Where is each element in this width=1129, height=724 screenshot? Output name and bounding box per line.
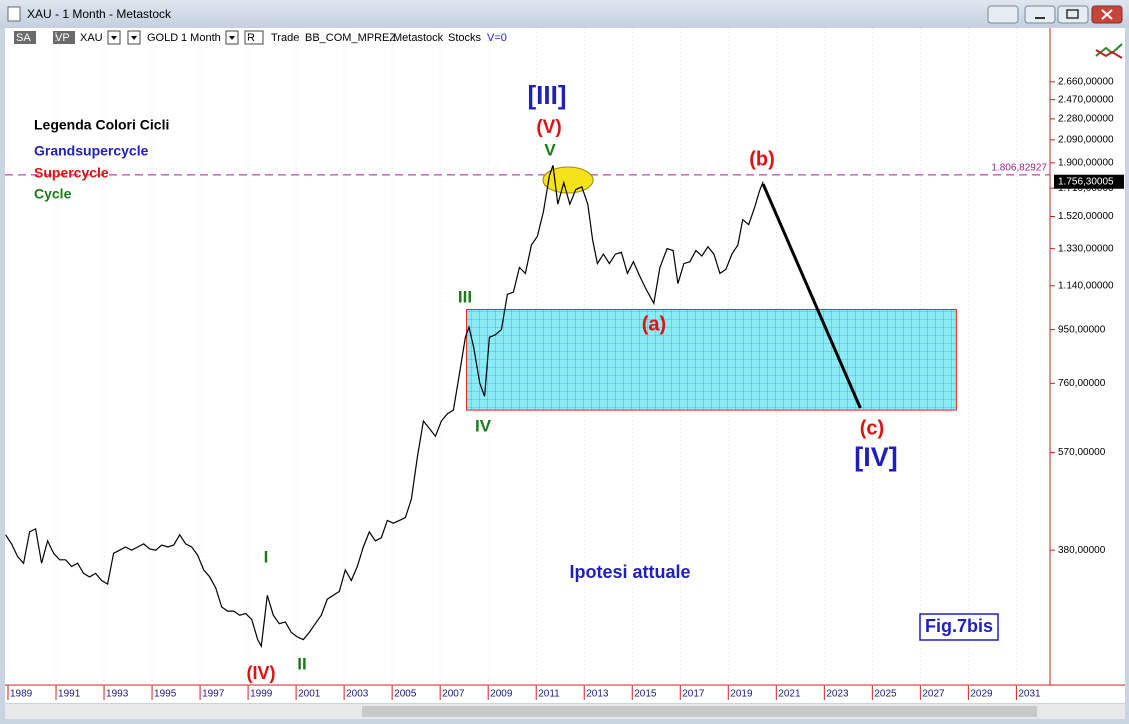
restore-all-button[interactable]	[987, 5, 1019, 24]
minimize-button[interactable]	[1024, 5, 1056, 24]
last-price-box	[1054, 174, 1124, 189]
toolbar-item: GOLD	[147, 32, 178, 44]
dropdown-arrow	[229, 36, 235, 40]
annotation: [IV]	[854, 442, 898, 472]
annotation: Grandsupercycle	[34, 143, 149, 159]
toolbar: SA VP XAU GOLD 1 Month R Trade BB_COM_MPREZMeta…	[14, 30, 507, 45]
y-tick-label: 1.330,00000	[1058, 243, 1114, 254]
x-tick-label: 2003	[346, 689, 369, 700]
annotation: Ipotesi attuale	[569, 562, 690, 582]
annotation: I	[264, 547, 269, 566]
annotation: (V)	[536, 117, 561, 138]
dropdown-arrow	[131, 36, 137, 40]
y-tick-label: 2.660,00000	[1058, 76, 1114, 87]
last-price-label: 1.756,30005	[1058, 176, 1114, 187]
y-tick-label: 2.470,00000	[1058, 94, 1114, 105]
annotation: Supercycle	[34, 165, 109, 181]
toolbar-button[interactable]	[53, 31, 75, 44]
x-tick-label: 2025	[874, 689, 897, 700]
annotation: Legenda Colori Cicli	[34, 117, 169, 133]
window-title: XAU - 1 Month - Metastock	[27, 7, 172, 21]
toolbar-item: Trade	[271, 32, 299, 44]
maximize-button[interactable]	[1057, 5, 1089, 24]
dropdown-arrow	[111, 36, 117, 40]
price-line	[5, 165, 764, 649]
toolbar-item: R	[247, 32, 255, 44]
x-tick-label: 2001	[298, 689, 321, 700]
x-tick-label: 1989	[10, 689, 33, 700]
x-tick-label: 1997	[202, 689, 225, 700]
x-tick-label: 1991	[58, 689, 81, 700]
toolbar-item: Metastock	[393, 32, 444, 44]
x-tick-label: 2027	[922, 689, 945, 700]
x-tick-label: 2031	[1018, 689, 1041, 700]
annotation: IV	[475, 416, 492, 435]
toolbar-item: BB_COM_MPREZ	[305, 32, 396, 44]
annotation: (c)	[860, 417, 884, 439]
y-tick-label: 1.140,00000	[1058, 280, 1114, 291]
annotation: Fig.7bis	[925, 616, 993, 636]
y-tick-label: 950,00000	[1058, 324, 1106, 335]
annotation: (a)	[642, 313, 666, 335]
title-bar	[0, 0, 1129, 28]
toolbar-item: XAU	[80, 32, 103, 44]
x-tick-label: 1993	[106, 689, 129, 700]
annotation: (IV)	[247, 663, 276, 683]
toolbar-item: V=0	[487, 32, 507, 44]
annotation: Cycle	[34, 186, 72, 202]
x-tick-label: 2017	[682, 689, 705, 700]
x-tick-label: 1995	[154, 689, 177, 700]
x-tick-label: 2013	[586, 689, 609, 700]
x-tick-label: 2019	[730, 689, 753, 700]
toolbar-button[interactable]	[14, 31, 36, 44]
annotation: III	[458, 287, 472, 306]
window-buttons	[987, 5, 1123, 24]
x-tick-label: 2023	[826, 689, 849, 700]
y-tick-label: 2.280,00000	[1058, 114, 1114, 125]
y-tick-label: 1.900,00000	[1058, 157, 1114, 168]
window-icon	[7, 6, 21, 22]
x-tick-label: 1999	[250, 689, 273, 700]
y-tick-label: 2.090,00000	[1058, 134, 1114, 145]
annotation: V	[544, 140, 556, 159]
trend-icon	[1095, 43, 1123, 59]
toolbar-button[interactable]	[244, 30, 264, 45]
figure-box	[919, 613, 999, 641]
x-tick-label: 2029	[970, 689, 993, 700]
y-tick-label: 760,00000	[1058, 378, 1106, 389]
projection-line	[761, 183, 862, 409]
x-tick-label: 2007	[442, 689, 465, 700]
y-tick-label: 380,00000	[1058, 545, 1106, 556]
toolbar-item: Stocks	[448, 32, 482, 44]
y-tick-label: 1.520,00000	[1058, 211, 1114, 222]
annotation: II	[297, 654, 306, 673]
reference-label: 1.806,82927	[991, 163, 1047, 174]
target-zone	[466, 308, 957, 411]
x-tick-label: 2005	[394, 689, 417, 700]
x-tick-label: 2015	[634, 689, 657, 700]
y-tick-label: 570,00000	[1058, 447, 1106, 458]
toolbar-item: SA	[16, 32, 31, 44]
annotation: (b)	[749, 148, 775, 170]
x-tick-label: 2021	[778, 689, 801, 700]
annotation: [III]	[528, 80, 567, 110]
toolbar-item: VP	[55, 32, 70, 44]
toolbar-item: 1 Month	[181, 32, 221, 44]
x-tick-label: 2011	[538, 689, 560, 700]
scrollbar-thumb[interactable]	[362, 706, 1037, 717]
x-tick-label: 2009	[490, 689, 513, 700]
